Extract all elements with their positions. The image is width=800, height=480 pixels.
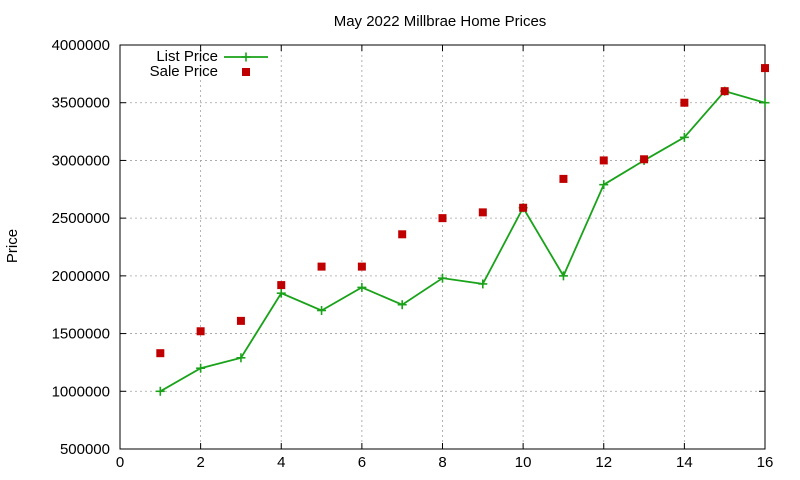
legend-label-sale-price: Sale Price [150,63,218,80]
sale-price-point [196,327,205,336]
list-price-point [276,288,286,298]
list-price-point [397,300,407,310]
x-tick-label: 2 [196,454,204,471]
list-price-point [317,305,327,315]
list-price-point [679,132,689,142]
y-tick-label: 500000 [60,441,110,458]
sale-price-point [559,174,568,183]
sale-price-point [519,203,528,212]
y-tick-label: 2500000 [52,210,110,227]
list-price-point [196,363,206,373]
series [155,64,770,396]
sale-price-point [438,214,447,223]
x-tick-label: 6 [358,454,366,471]
x-tick-label: 16 [757,454,774,471]
list-price-point [599,180,609,190]
x-tick-label: 12 [595,454,612,471]
legend-marker-list-price [241,52,251,62]
sale-price-point [317,262,326,271]
sale-price-point [640,155,649,164]
sale-price-point [357,262,366,271]
list-price-point [760,98,770,108]
chart-title: May 2022 Millbrae Home Prices [334,13,547,30]
list-price-point [155,386,165,396]
y-axis-label: Price [4,229,21,263]
y-tick-label: 3000000 [52,152,110,169]
sale-price-point [680,98,689,107]
x-tick-label: 0 [116,454,124,471]
sale-price-point [478,208,487,217]
sale-price-point [277,281,286,290]
list-price-line [159,90,766,393]
sale-price-point [599,156,608,165]
legend-label-list-price: List Price [156,48,218,65]
x-tick-label: 8 [438,454,446,471]
x-tick-label: 4 [277,454,285,471]
legend: List Price Sale Price [150,48,268,80]
y-tick-label: 2000000 [52,268,110,285]
list-price-point [357,282,367,292]
list-price-point [478,279,488,289]
plot-frame [119,44,766,450]
y-tick-label: 4000000 [52,37,110,54]
y-tick-label: 1500000 [52,326,110,343]
legend-marker-sale-price [242,68,250,76]
sale-price-point [156,349,165,358]
list-price-point [236,353,246,363]
list-price-point [438,273,447,283]
x-tick-label: 10 [515,454,532,471]
sale-price-point [761,64,769,73]
x-tick-label: 14 [676,454,693,471]
axis-ticks: 0 2 4 6 8 10 12 14 16 500000 1000000 1500000 2000000… [52,37,774,471]
y-tick-label: 3500000 [52,95,110,112]
y-tick-label: 1000000 [52,383,110,400]
grid-lines [120,45,765,449]
list-price-point [558,271,568,281]
sale-price-point [236,316,245,325]
sale-price-point [398,230,407,239]
sale-price-point [720,87,729,96]
